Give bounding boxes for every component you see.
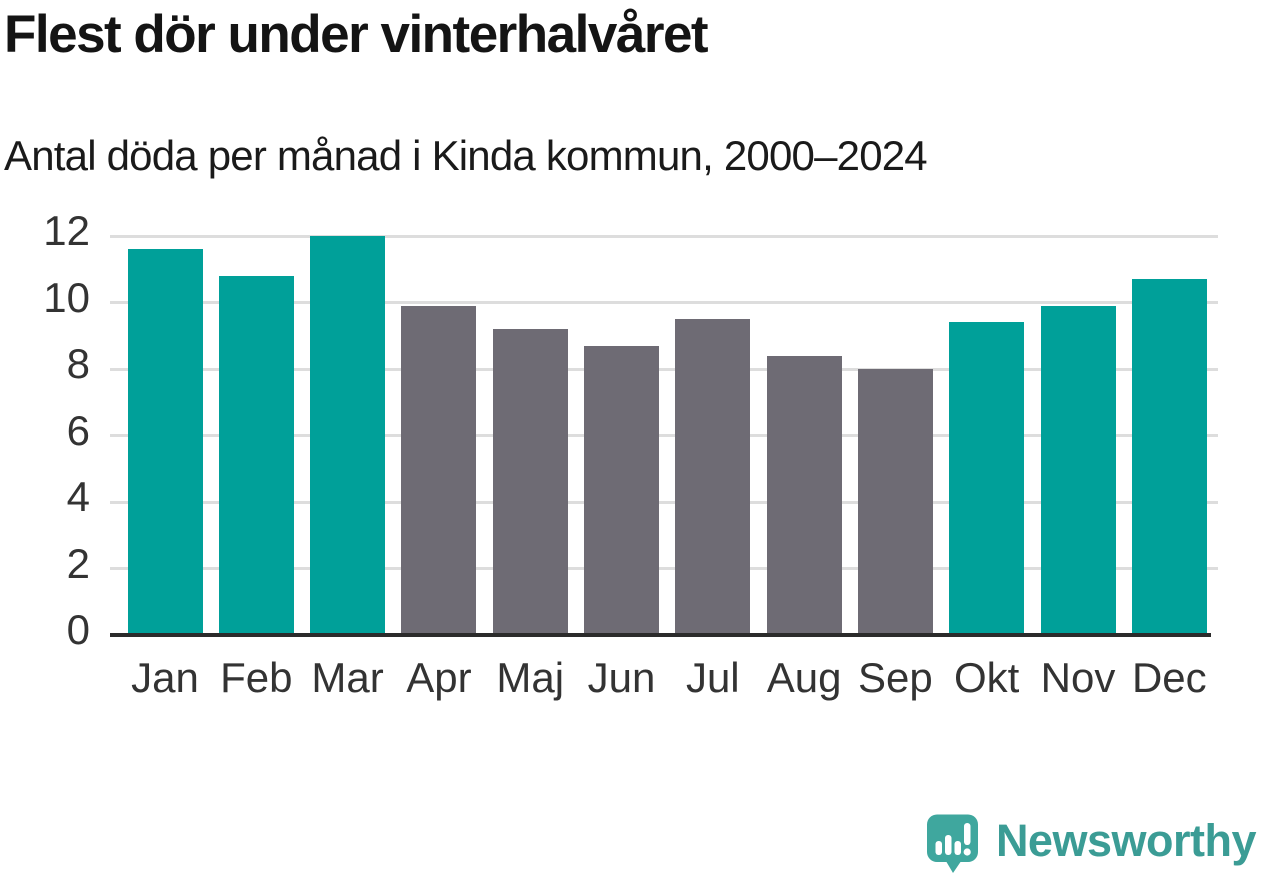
x-axis-tick-label-jul: Jul: [685, 654, 740, 701]
x-axis-tick-label-okt: Okt: [954, 654, 1020, 701]
branding: Newsworthy: [926, 814, 1257, 879]
bar-mar: [310, 236, 386, 635]
y-axis-tick-label: 6: [66, 406, 90, 454]
y-axis-tick-label: 12: [43, 207, 90, 254]
y-axis-tick-label: 8: [66, 340, 90, 387]
gridline-y-8: [110, 367, 1218, 371]
x-axis-tick-label-dec: Dec: [1131, 654, 1207, 701]
y-axis-tick-label: 0: [66, 606, 90, 653]
plot-area: 0 2 4 6 8 10 12 Jan Feb Mar Apr Maj Jun Jul Aug Sep Okt N…: [43, 210, 1218, 699]
bar-okt: [949, 322, 1025, 635]
newsworthy-logo-text: Newsworthy: [995, 814, 1257, 866]
bar-maj: [492, 329, 568, 635]
gridline-y-12: [110, 234, 1218, 238]
gridline-y-2: [110, 567, 1218, 570]
bar-aug: [766, 355, 842, 635]
bar-apr: [401, 305, 477, 635]
x-axis-tick-label-nov: Nov: [1040, 654, 1116, 701]
bar-sep: [857, 369, 933, 635]
bar-feb: [218, 275, 294, 635]
y-axis-tick-label: 10: [43, 273, 90, 321]
x-axis-tick-label-apr: Apr: [406, 654, 472, 701]
x-axis-tick-label-mar: Mar: [311, 654, 384, 701]
x-axis-tick-label-sep: Sep: [858, 654, 933, 701]
gridline-y-10: [110, 301, 1218, 304]
newsworthy-logo-icon: [926, 814, 979, 879]
x-axis-tick-label-feb: Feb: [220, 654, 293, 701]
bar-jan: [127, 249, 203, 635]
gridline-y-6: [110, 434, 1218, 437]
bar-nov: [1040, 305, 1116, 635]
bar-dec: [1131, 279, 1207, 635]
x-axis-tick-label-jan: Jan: [131, 654, 199, 701]
bar-jul: [675, 319, 751, 635]
x-axis-line: [110, 633, 1211, 637]
chart-subtitle: Antal döda per månad i Kinda kommun, 200…: [4, 132, 928, 179]
y-axis-tick-label: 4: [66, 473, 90, 520]
x-axis-tick-label-maj: Maj: [496, 654, 565, 701]
chart-title: Flest dör under vinterhalvåret: [4, 5, 709, 64]
x-axis-tick-label-aug: Aug: [766, 654, 842, 701]
y-axis-tick-label: 2: [66, 539, 90, 587]
x-axis-tick-label-jun: Jun: [587, 654, 656, 701]
gridline-y-4: [110, 500, 1218, 504]
bar-jun: [584, 345, 659, 635]
